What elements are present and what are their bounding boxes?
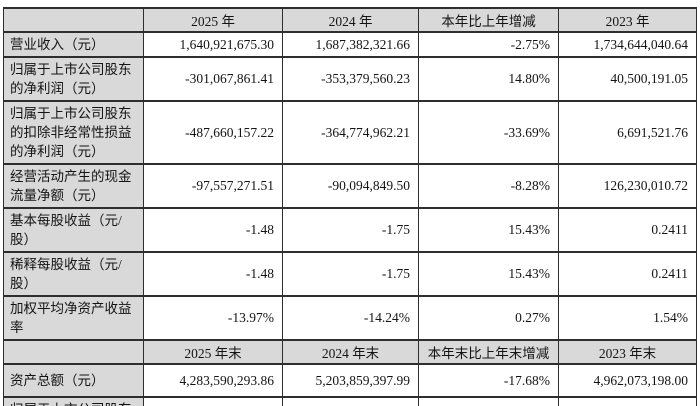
corner-cell <box>3 7 144 33</box>
value-cell-2024: -14.24% <box>282 295 419 341</box>
table-row-diluted-eps: 稀释每股收益（元/股） -1.48 -1.75 15.43% 0.2411 <box>3 251 697 297</box>
row-label: 归属于上市公司股东的净资产（元） <box>3 396 144 406</box>
column-header-2023-end: 2023 年末 <box>558 339 697 365</box>
row-label: 资产总额（元） <box>3 363 144 398</box>
value-cell-2023: 4,962,073,198.00 <box>558 363 697 398</box>
row-label: 归属于上市公司股东的扣除非经常性损益的净利润（元） <box>3 100 144 165</box>
table-row-total-assets: 资产总额（元） 4,283,590,293.86 5,203,859,397.9… <box>3 363 697 398</box>
column-header-2025: 2025 年 <box>143 7 283 33</box>
value-cell-2025: -13.97% <box>143 295 283 341</box>
row-label: 稀释每股收益（元/股） <box>3 251 144 297</box>
point-in-time-header-row: 2025 年末 2024 年末 本年末比上年末增减 2023 年末 <box>3 339 697 365</box>
value-cell-2025: -487,660,157.22 <box>143 100 283 165</box>
table-row-revenue: 营业收入（元） 1,640,921,675.30 1,687,382,321.6… <box>3 31 697 58</box>
value-cell-change: 15.43% <box>418 251 559 297</box>
column-header-2025-end: 2025 年末 <box>143 339 283 365</box>
table-row-net-profit-excl-nonrecurring: 归属于上市公司股东的扣除非经常性损益的净利润（元） -487,660,157.2… <box>3 100 697 165</box>
row-label: 加权平均净资产收益率 <box>3 295 144 341</box>
value-cell-2025: 4,283,590,293.86 <box>143 363 283 398</box>
row-label: 基本每股收益（元/股） <box>3 207 144 253</box>
value-cell-change: 14.80% <box>418 56 559 102</box>
value-cell-2025: -1.48 <box>143 207 283 253</box>
table-row-operating-cash-flow: 经营活动产生的现金流量净额（元） -97,557,271.51 -90,094,… <box>3 163 697 209</box>
value-cell-2025: -301,067,861.41 <box>143 56 283 102</box>
column-header-change: 本年比上年增减 <box>418 7 559 33</box>
value-cell-2023: 126,230,010.72 <box>558 163 697 209</box>
value-cell-2023: 6,691,521.76 <box>558 100 697 165</box>
value-cell-change: -33.69% <box>418 100 559 165</box>
row-label: 经营活动产生的现金流量净额（元） <box>3 163 144 209</box>
value-cell-change: -2.75% <box>418 31 559 58</box>
table-row-net-profit: 归属于上市公司股东的净利润（元） -301,067,861.41 -353,37… <box>3 56 697 102</box>
value-cell-2025: -1.48 <box>143 251 283 297</box>
value-cell-2024: -1.75 <box>282 251 419 297</box>
value-cell-2025: 1,640,921,675.30 <box>143 31 283 58</box>
value-cell-2023: 0.2411 <box>558 251 697 297</box>
value-cell-change: 0.27% <box>418 295 559 341</box>
value-cell-change: -14.15% <box>418 396 559 406</box>
financial-summary-table: 2025 年 2024 年 本年比上年增减 2023 年 营业收入（元） 1,6… <box>3 7 697 406</box>
row-label: 营业收入（元） <box>3 31 144 58</box>
value-cell-2024: -353,379,560.23 <box>282 56 419 102</box>
value-cell-change: 15.43% <box>418 207 559 253</box>
row-label: 归属于上市公司股东的净利润（元） <box>3 56 144 102</box>
value-cell-2023: 40,500,191.05 <box>558 56 697 102</box>
value-cell-change: -17.68% <box>418 363 559 398</box>
value-cell-2023: 1.54% <box>558 295 697 341</box>
value-cell-change: -8.28% <box>418 163 559 209</box>
value-cell-2025: -97,557,271.51 <box>143 163 283 209</box>
value-cell-2023: 0.2411 <box>558 207 697 253</box>
column-header-2024: 2024 年 <box>282 7 419 33</box>
value-cell-2023: 2,653,550,169.95 <box>558 396 697 406</box>
table-row-net-assets: 归属于上市公司股东的净资产（元） 1,990,239,929.22 2,318,… <box>3 396 697 406</box>
value-cell-2024: 5,203,859,397.99 <box>282 363 419 398</box>
value-cell-2024: -90,094,849.50 <box>282 163 419 209</box>
table-row-basic-eps: 基本每股收益（元/股） -1.48 -1.75 15.43% 0.2411 <box>3 207 697 253</box>
value-cell-2025: 1,990,239,929.22 <box>143 396 283 406</box>
column-header-2024-end: 2024 年末 <box>282 339 419 365</box>
value-cell-2024: -364,774,962.21 <box>282 100 419 165</box>
value-cell-2024: 2,318,320,749.66 <box>282 396 419 406</box>
corner-cell <box>3 339 144 365</box>
column-header-2023: 2023 年 <box>558 7 697 33</box>
period-header-row: 2025 年 2024 年 本年比上年增减 2023 年 <box>3 7 697 33</box>
table-row-weighted-avg-roe: 加权平均净资产收益率 -13.97% -14.24% 0.27% 1.54% <box>3 295 697 341</box>
value-cell-2024: 1,687,382,321.66 <box>282 31 419 58</box>
column-header-end-change: 本年末比上年末增减 <box>418 339 559 365</box>
value-cell-2023: 1,734,644,040.64 <box>558 31 697 58</box>
value-cell-2024: -1.75 <box>282 207 419 253</box>
